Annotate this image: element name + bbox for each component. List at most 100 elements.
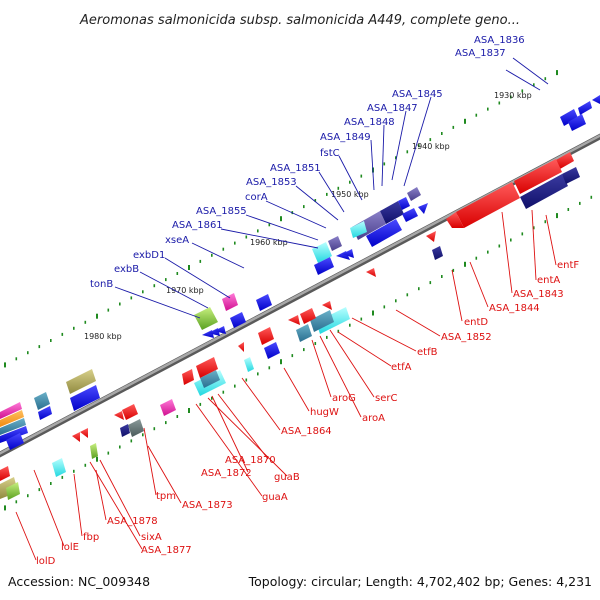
scale-tick <box>107 451 110 455</box>
gene-block <box>432 246 443 260</box>
gene-block <box>296 324 312 342</box>
gene-label-ASA_1853: ASA_1853 <box>246 177 297 188</box>
scale-tick <box>303 348 305 352</box>
gene-block <box>90 443 98 459</box>
gene-block <box>194 307 218 330</box>
scale-tick <box>84 320 87 324</box>
scale-tick <box>38 345 41 349</box>
scale-tick <box>406 293 409 297</box>
gene-label-ASA_1878: ASA_1878 <box>107 516 158 527</box>
gene-arrow <box>398 197 410 210</box>
gene-block <box>380 201 404 224</box>
scale-ticks <box>4 70 593 511</box>
gene-arrow <box>214 326 226 334</box>
scale-tick <box>487 107 489 111</box>
gene-arrow <box>426 231 436 242</box>
scale-tick <box>268 223 271 227</box>
scale-tick <box>130 439 133 443</box>
gene-block <box>556 152 574 169</box>
gene-arrow <box>0 466 10 481</box>
gene-arrow <box>70 385 100 411</box>
scale-tick <box>418 144 420 148</box>
gene-block <box>456 182 520 228</box>
gene-label-xseA: xseA <box>165 235 189 246</box>
scale-tick <box>533 83 535 87</box>
scale-tick <box>521 232 524 236</box>
gene-arrow <box>578 101 592 115</box>
scale-tick <box>188 265 190 270</box>
gene-arrow <box>6 433 24 450</box>
gene-block <box>160 399 176 416</box>
gene-label-ASA_1837: ASA_1837 <box>455 48 506 59</box>
scale-tick <box>360 174 363 178</box>
scale-tick <box>96 456 98 462</box>
scale-tick <box>441 275 443 278</box>
scale-tick <box>27 351 29 355</box>
gene-block <box>222 293 238 311</box>
gene-block <box>0 418 26 435</box>
gene-label-aroG: aroG <box>332 393 356 404</box>
scale-tick <box>349 323 351 327</box>
scale-tick <box>498 244 501 248</box>
gene-label-ASA_1873: ASA_1873 <box>182 500 233 511</box>
gene-label-aroA: aroA <box>362 413 385 424</box>
scale-tick <box>165 421 167 425</box>
gene-label-fbp: fbp <box>83 532 99 543</box>
scale-tick <box>429 138 432 142</box>
scale-tick <box>337 186 340 190</box>
scale-tick <box>464 261 466 267</box>
kbp-label-1950: 1950 kbp <box>331 190 369 199</box>
gene-arrow <box>288 315 300 325</box>
gene-block <box>328 236 342 251</box>
gene-arrow <box>256 294 272 311</box>
scale-tick <box>452 268 455 272</box>
scale-tick <box>96 313 98 319</box>
gene-arrow <box>560 109 578 126</box>
scale-tick <box>383 162 386 166</box>
scale-tick <box>441 132 443 135</box>
scale-tick <box>406 150 409 154</box>
accession-text: Accession: NC_009348 <box>8 574 150 589</box>
scale-tick <box>556 213 558 219</box>
scale-tick <box>222 390 225 394</box>
gene-block <box>407 187 421 201</box>
scale-tick <box>303 205 305 209</box>
gene-arrow <box>196 357 218 378</box>
genome-title: Aeromonas salmonicida subsp. salmonicida… <box>79 13 520 28</box>
scale-tick <box>475 113 478 117</box>
scale-tick <box>130 296 133 300</box>
scale-tick <box>326 335 328 339</box>
gene-label-tpm: tpm <box>156 491 176 502</box>
gene-block <box>514 159 562 194</box>
scale-tick <box>234 384 236 388</box>
scale-tick <box>119 445 121 449</box>
gene-arrow <box>182 369 194 385</box>
gene-label-ASA_1852: ASA_1852 <box>441 332 492 343</box>
scale-tick <box>245 235 248 239</box>
gene-block <box>200 370 220 388</box>
kbp-label-1980: 1980 kbp <box>84 332 122 341</box>
gene-label-ASA_1877: ASA_1877 <box>141 545 192 556</box>
gene-block <box>128 419 144 437</box>
scale-tick <box>544 220 547 224</box>
gene-label-ASA_1864: ASA_1864 <box>281 426 332 437</box>
gene-label-ASA_1849: ASA_1849 <box>320 132 371 143</box>
inner-gene-labels: entF entA ASA_1843 ASA_1844 entD ASA_185… <box>15 209 579 567</box>
gene-arrow <box>418 203 428 214</box>
gene-features <box>0 95 600 500</box>
scale-tick <box>27 494 29 498</box>
scale-tick <box>487 250 489 254</box>
scale-tick <box>176 272 179 275</box>
gene-block <box>0 410 24 427</box>
gene-arrow <box>264 342 280 359</box>
gene-label-entF: entF <box>557 260 579 271</box>
gene-label-corA: corA <box>245 192 268 203</box>
scale-tick <box>579 201 581 205</box>
scale-tick <box>521 89 524 93</box>
gene-label-tonB: tonB <box>90 279 113 290</box>
scale-tick <box>280 216 282 222</box>
scale-tick <box>567 208 570 211</box>
gene-block <box>120 424 130 437</box>
gene-arrow <box>446 212 464 228</box>
gene-label-ASA_1861: ASA_1861 <box>172 220 223 231</box>
